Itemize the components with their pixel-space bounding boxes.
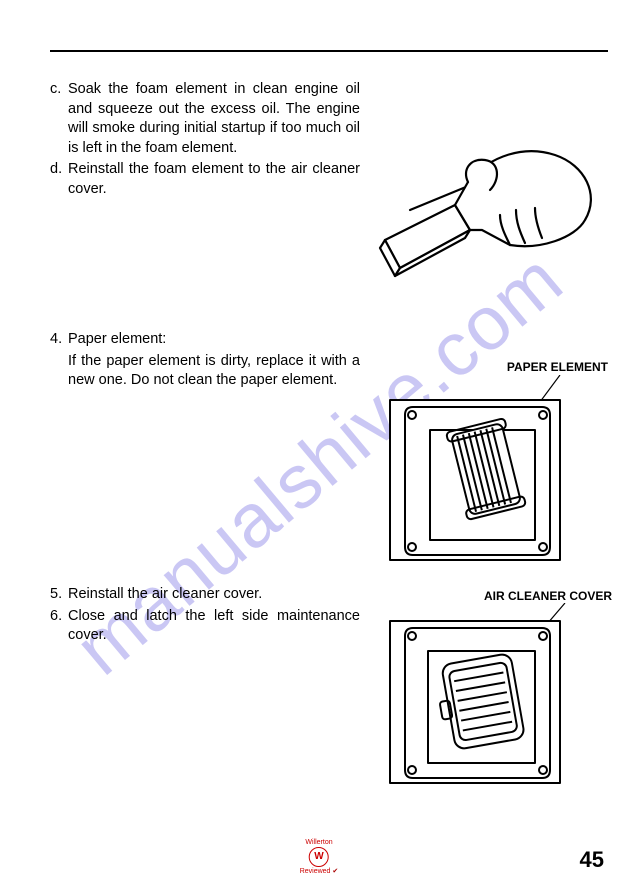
figure-col-1 (360, 80, 608, 310)
callout-air-cleaner-cover: AIR CLEANER COVER (484, 589, 612, 603)
page-content: c. Soak the foam element in clean engine… (50, 50, 608, 805)
section-56: 5. Reinstall the air cleaner cover. 6. C… (50, 585, 608, 785)
figure-col-3: AIR CLEANER COVER (360, 585, 608, 785)
item-5: 5. Reinstall the air cleaner cover. (50, 585, 360, 605)
item-d: d. Reinstall the foam element to the air… (50, 160, 360, 199)
stamp-top: Willerton (300, 839, 339, 846)
marker-6: 6. (50, 607, 68, 646)
text-d: Reinstall the foam element to the air cl… (68, 160, 360, 199)
review-stamp: Willerton W Reviewed ✔ (300, 839, 339, 875)
marker-c: c. (50, 80, 68, 158)
section-4: 4. Paper element: If the paper element i… (50, 330, 608, 565)
text-5: Reinstall the air cleaner cover. (68, 585, 262, 605)
paper-element-figure (360, 375, 595, 570)
item-4: 4. Paper element: (50, 330, 360, 350)
hand-squeeze-icon (350, 110, 600, 310)
stamp-bottom: Reviewed ✔ (300, 868, 339, 875)
air-cleaner-cover-figure (360, 603, 595, 793)
callout-paper-element: PAPER ELEMENT (507, 360, 608, 374)
section-cd: c. Soak the foam element in clean engine… (50, 80, 608, 310)
marker-4: 4. (50, 330, 68, 350)
marker-4b (50, 352, 68, 391)
text-col-1: c. Soak the foam element in clean engine… (50, 80, 360, 310)
item-c: c. Soak the foam element in clean engine… (50, 80, 360, 158)
text-c: Soak the foam element in clean engine oi… (68, 80, 360, 158)
text-6: Close and latch the left side maintenanc… (68, 607, 360, 646)
text-col-2: 4. Paper element: If the paper element i… (50, 330, 360, 565)
item-4b: If the paper element is dirty, replace i… (50, 352, 360, 391)
text-4b: If the paper element is dirty, replace i… (68, 352, 360, 391)
stamp-logo: W (309, 847, 329, 867)
figure-col-2: PAPER ELEMENT (360, 330, 608, 565)
page-number: 45 (580, 847, 604, 873)
top-rule (50, 50, 608, 52)
text-col-3: 5. Reinstall the air cleaner cover. 6. C… (50, 585, 360, 785)
marker-5: 5. (50, 585, 68, 605)
text-4a: Paper element: (68, 330, 166, 350)
item-6: 6. Close and latch the left side mainten… (50, 607, 360, 646)
marker-d: d. (50, 160, 68, 199)
